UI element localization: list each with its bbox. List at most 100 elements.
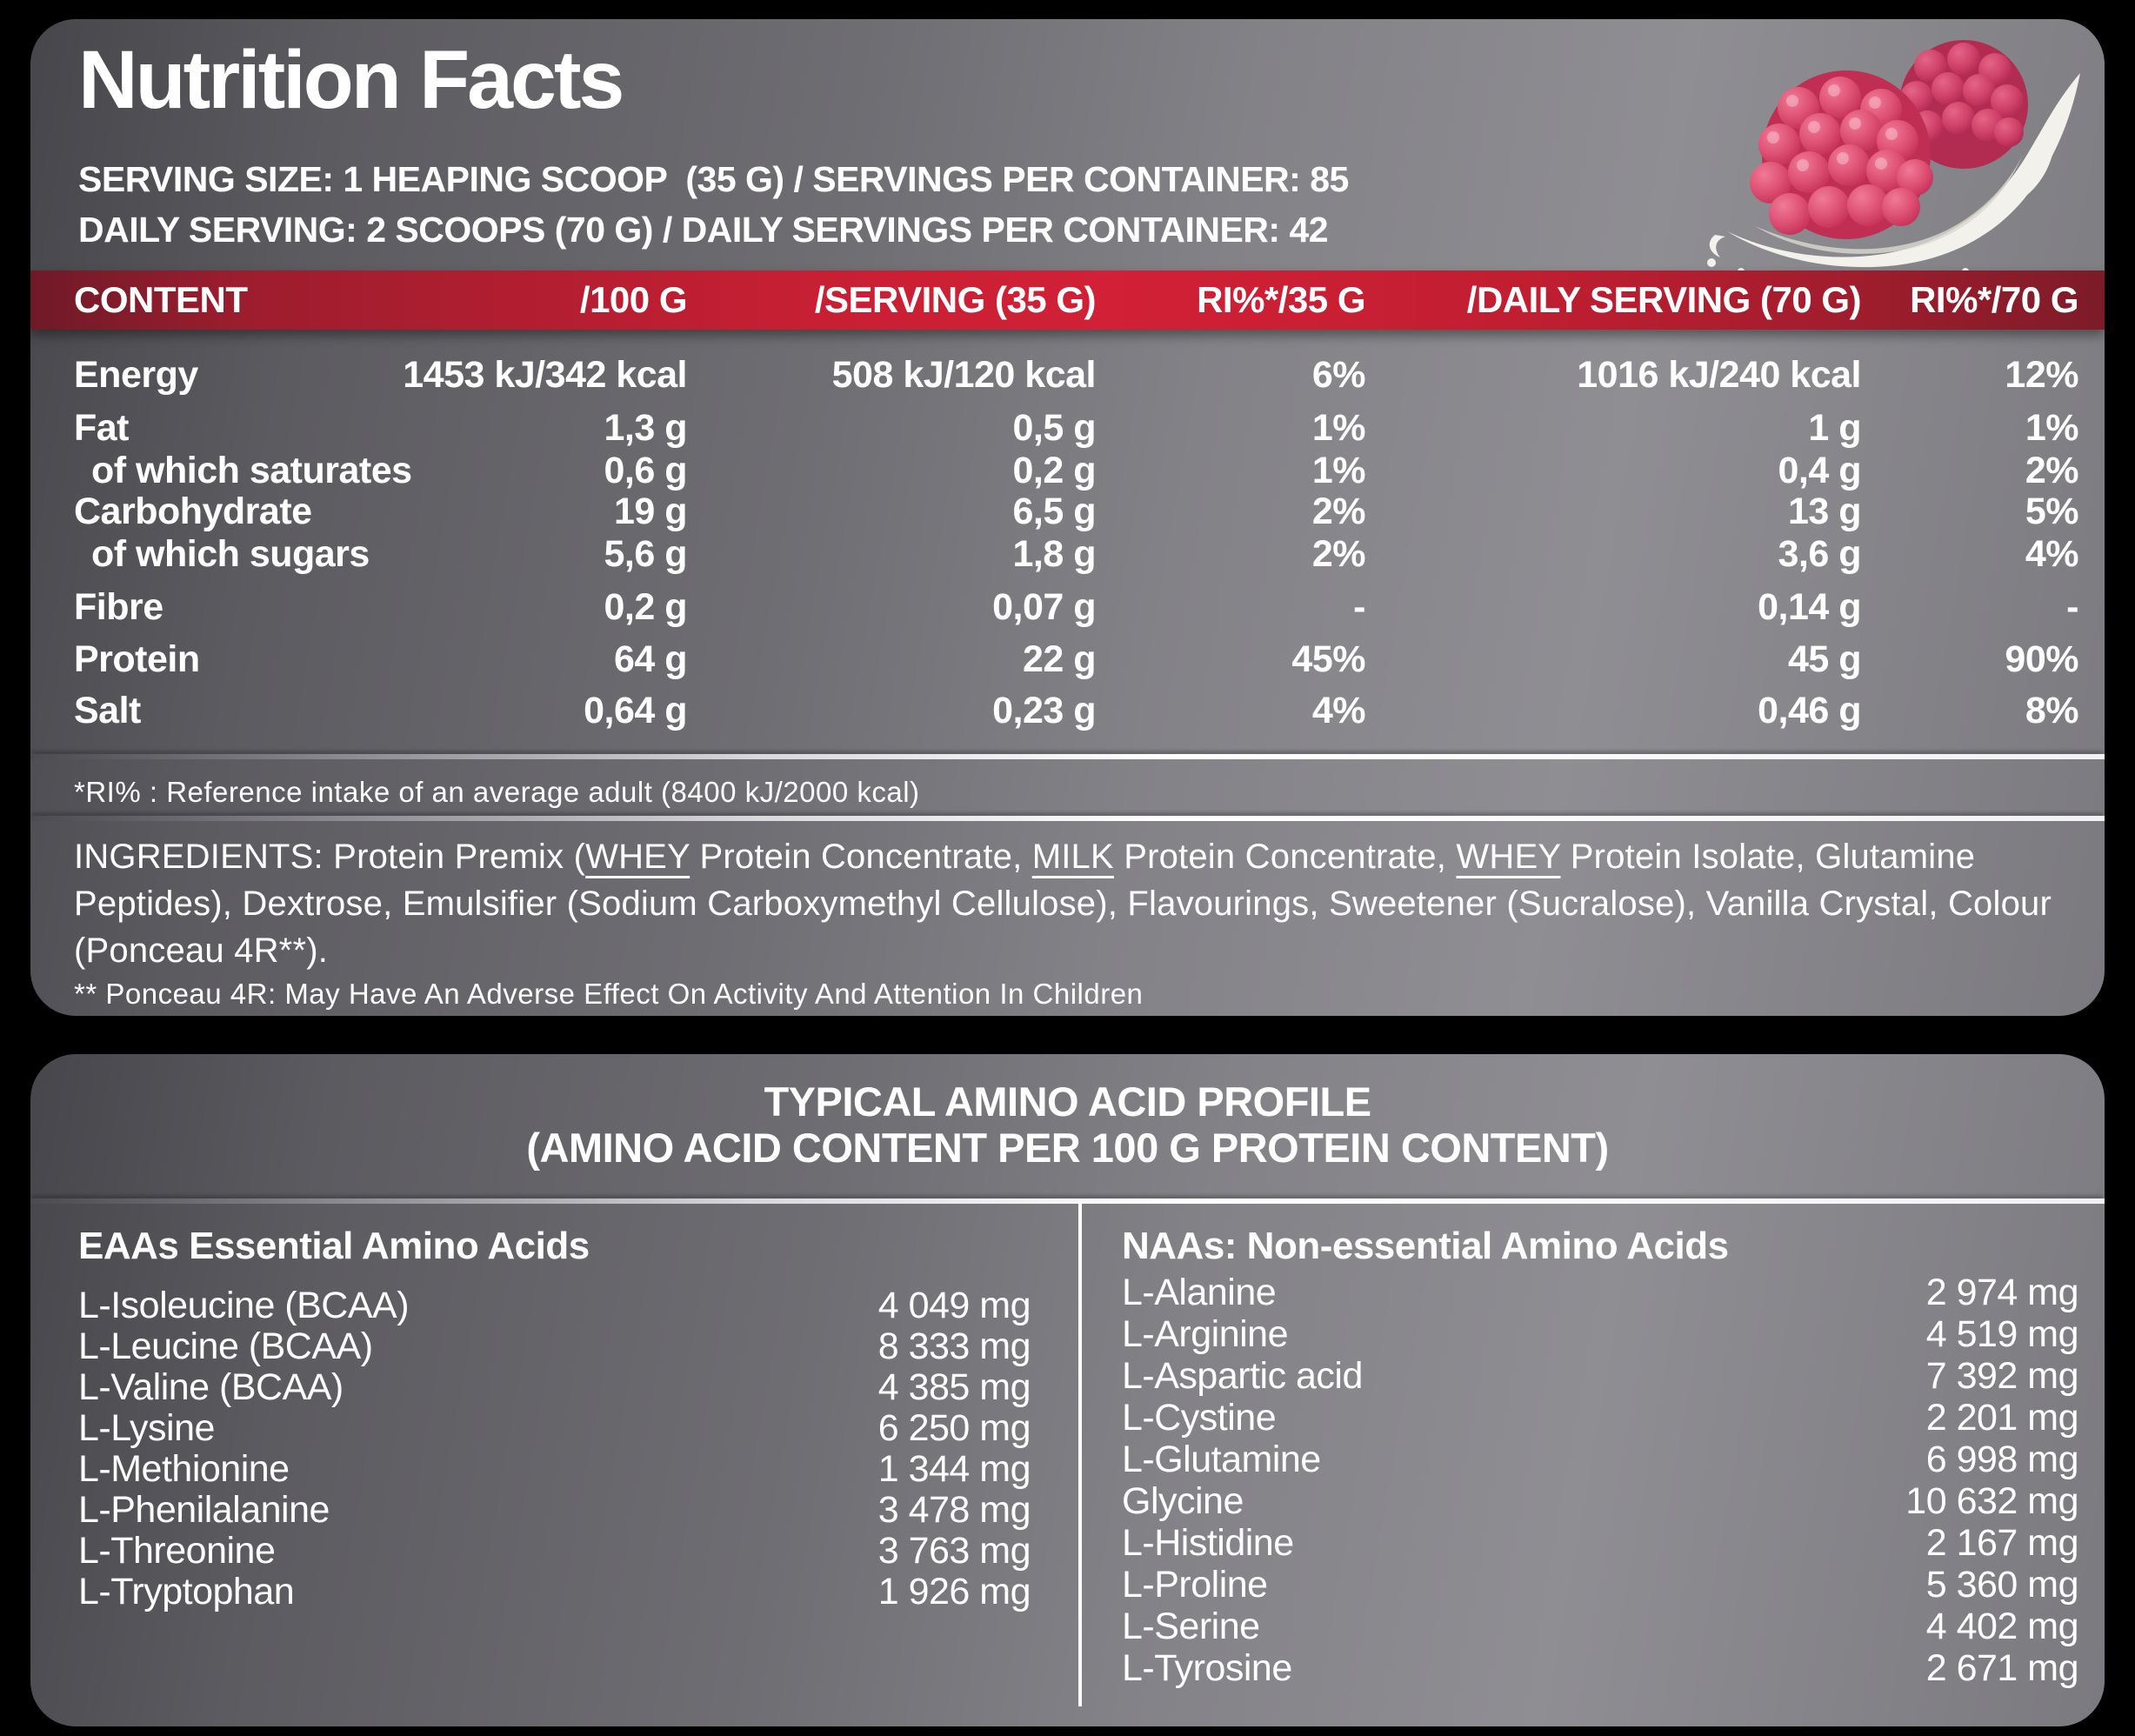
amino-acid-row: L-Tryptophan 1 926 mg [78,1572,1031,1612]
nutrient-value: 13 g [1787,491,1862,532]
nutrient-value: 3,6 g [1778,533,1862,575]
nutrient-value: 0,2 g [1012,450,1097,491]
amino-acid-name: L-Aspartic acid [1122,1355,1363,1397]
eaa-column: EAAs Essential Amino Acids L-Isoleucine … [78,1225,1031,1612]
amino-acid-row: L-Cystine 2 201 mg [1122,1397,2079,1439]
amino-acid-row: L-Histidine 2 167 mg [1122,1522,2079,1564]
amino-acid-row: Glycine 10 632 mg [1122,1480,2078,1522]
amino-acid-row: L-Threonine 3 763 mg [78,1531,1031,1572]
amino-acid-row: L-Tyrosine 2 671 mg [1122,1647,2079,1689]
amino-acid-name: L-Proline [1122,1564,1268,1606]
amino-acid-name: L-Cystine [1122,1397,1277,1439]
nutrient-value: 4% [1311,690,1366,731]
nutrient-value: 90% [2005,638,2078,680]
amino-acid-value: 6 998 mg [1925,1439,2079,1480]
nutrient-value: 1% [1311,407,1366,449]
nutrient-value: 64 g [613,638,688,680]
amino-acid-value: 2 671 mg [1925,1647,2079,1689]
nutrient-label: of which saturates [91,450,412,491]
amino-acid-name: L-Phenilalanine [78,1489,330,1531]
nutrient-value: 0,14 g [1758,586,1861,628]
column-header-per-serving: /SERVING (35 G) [814,279,1097,320]
nutrition-table: Energy 1453 kJ/342 kcal 508 kJ/120 kcal 6% 1… [30,355,2105,731]
nutrient-label: Energy [74,354,198,396]
nutrient-value: 22 g [1022,638,1097,680]
nutrient-row: of which sugars 5,6 g 1,8 g 2% 3,6 g 4% [30,534,2105,575]
nutrient-value: 0,5 g [1012,407,1097,449]
ponceau-warning-note: ** Ponceau 4R: May Have An Adverse Effec… [74,978,1144,1010]
amino-acid-row: L-Isoleucine (BCAA) 4 049 mg [78,1285,1031,1326]
amino-acid-name: L-Arginine [1122,1313,1289,1355]
amino-acid-row: L-Lysine 6 250 mg [78,1408,1031,1449]
amino-acid-value: 6 250 mg [877,1407,1031,1449]
nutrient-label: of which sugars [91,533,370,575]
nutrient-label: Fat [74,407,130,449]
nutrient-value: 0,6 g [604,450,688,491]
ingredients-text-segment: INGREDIENTS: Protein Premix ( [74,838,586,876]
table-header-bar: CONTENT /100 G /SERVING (35 G) RI%*/35 G… [30,270,2105,330]
divider-line [30,754,2105,759]
amino-acid-row: L-Arginine 4 519 mg [1122,1313,2079,1355]
nutrient-value: 5,6 g [604,533,688,575]
column-header-content: CONTENT [74,279,248,320]
nutrient-value: 0,64 g [584,690,687,731]
nutrient-value: 1016 kJ/240 kcal [1577,354,1861,396]
ingredients-text-segment: Protein Concentrate, [1113,838,1457,876]
nutrient-label: Protein [74,638,200,680]
amino-acid-name: L-Isoleucine (BCAA) [78,1285,410,1326]
amino-profile-title: TYPICAL AMINO ACID PROFILE (AMINO ACID C… [30,1078,2105,1171]
ingredient-allergen: WHEY [585,838,691,876]
nutrient-row: Salt 0,64 g 0,23 g 4% 0,46 g 8% [30,691,2105,731]
ingredient-allergen: MILK [1031,838,1114,876]
amino-acid-row: L-Aspartic acid 7 392 mg [1122,1355,2079,1397]
ingredients-text-segment: Protein Concentrate, [690,838,1032,876]
page-title: Nutrition Facts [78,34,624,126]
amino-acid-value: 5 360 mg [1925,1564,2079,1606]
amino-acid-name: L-Methionine [78,1448,290,1490]
nutrient-value: 0,46 g [1758,690,1861,731]
amino-acid-row: L-Methionine 1 344 mg [78,1449,1031,1490]
amino-acid-row: L-Valine (BCAA) 4 385 mg [78,1367,1031,1408]
nutrient-value: 1% [2025,407,2079,449]
nutrient-label: Fibre [74,586,163,628]
nutrient-value: - [1353,586,1365,628]
reference-intake-note: *RI% : Reference intake of an average ad… [74,776,920,808]
nutrient-value: 19 g [613,491,688,532]
amino-acid-name: L-Serine [1122,1606,1260,1647]
column-header-per-100g: /100 G [579,279,688,320]
amino-acid-row: L-Serine 4 402 mg [1122,1606,2079,1647]
nutrient-row: Fat 1,3 g 0,5 g 1% 1 g 1% [30,408,2105,449]
amino-acid-value: 4 402 mg [1925,1606,2079,1647]
amino-acid-row: L-Phenilalanine 3 478 mg [78,1490,1031,1531]
nutrient-value: 0,23 g [992,690,1096,731]
amino-title-line2: (AMINO ACID CONTENT PER 100 G PROTEIN CO… [526,1125,1609,1171]
amino-title-line1: TYPICAL AMINO ACID PROFILE [764,1078,1371,1125]
raspberry-front [1750,70,1933,239]
amino-acid-value: 1 344 mg [877,1448,1031,1490]
nutrient-value: 12% [2005,354,2078,396]
nutrient-value: 1,3 g [604,407,688,449]
column-header-ri-70g: RI%*/70 G [1910,279,2078,320]
nutrient-row: Protein 64 g 22 g 45% 45 g 90% [30,639,2105,680]
ingredients-text-segment: Protein Isolate, Glutamine Peptides), De… [74,838,2052,970]
amino-acid-row: L-Leucine (BCAA) 8 333 mg [78,1326,1031,1367]
amino-acid-value: 1 926 mg [877,1571,1031,1612]
column-header-ri-35g: RI%*/35 G [1197,279,1365,320]
amino-acid-row: L-Proline 5 360 mg [1122,1564,2079,1606]
nutrient-value: 1,8 g [1012,533,1097,575]
nutrient-value: 1% [1311,450,1366,491]
amino-acid-name: L-Alanine [1122,1272,1277,1313]
amino-acid-value: 8 333 mg [877,1325,1031,1367]
nutrient-value: 45% [1291,638,1365,680]
nutrient-value: - [2066,586,2078,628]
amino-acid-name: L-Tryptophan [78,1571,295,1612]
nutrient-row: of which saturates 0,6 g 0,2 g 1% 0,4 g 2% [30,451,2105,491]
amino-acid-value: 2 974 mg [1925,1272,2079,1313]
nutrient-value: 4% [2025,533,2079,575]
amino-acid-value: 2 167 mg [1925,1522,2079,1564]
nutrient-row: Energy 1453 kJ/342 kcal 508 kJ/120 kcal 6% 1… [30,355,2105,396]
nutrient-value: 1453 kJ/342 kcal [403,354,687,396]
amino-acid-name: Glycine [1122,1480,1244,1522]
nutrient-label: Carbohydrate [74,491,312,532]
